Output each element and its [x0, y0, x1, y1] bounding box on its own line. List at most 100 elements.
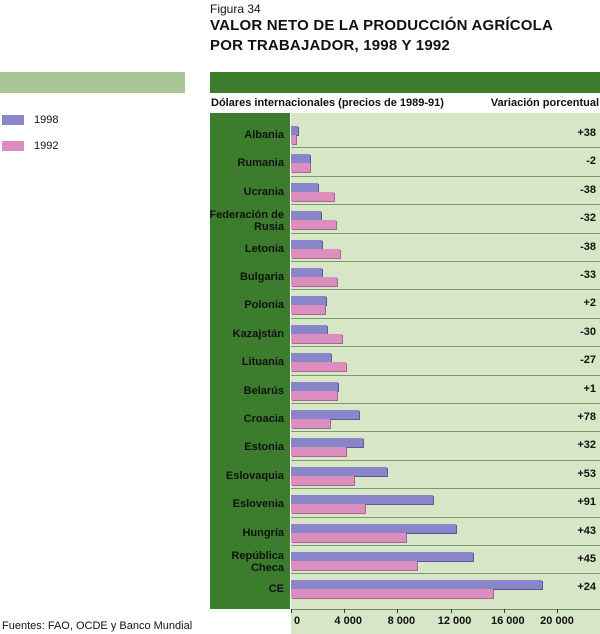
change-column-header: Variación porcentual — [490, 97, 599, 109]
row-separator — [291, 147, 600, 149]
category-label-croacia: Croacia — [243, 413, 284, 425]
legend-text-1992: 1992 — [34, 140, 59, 152]
row-separator — [291, 431, 600, 433]
chart-header-band — [210, 72, 600, 93]
bar-1998-polonia — [291, 296, 326, 306]
x-tick-label: 12 000 — [437, 615, 472, 627]
row-separator — [291, 317, 600, 319]
category-label-eslovenia: Eslovenia — [232, 498, 284, 511]
category-label-estonia: Estonia — [244, 441, 284, 454]
bar-1998-estonia — [291, 438, 364, 448]
category-label-federacion-de-rusia: Federación de Rusia — [209, 209, 284, 234]
plot-area: +38 -2 -38 -32 -38 -33 +2 -30 -27 +1 +78 +32 +53 +91 +… — [291, 113, 600, 609]
change-value-rumania: -2 — [586, 155, 596, 168]
change-value-eslovaquia: +53 — [577, 467, 596, 480]
bar-1992-hungria — [291, 532, 407, 542]
legend-text-1998: 1998 — [34, 114, 59, 126]
bar-1992-albania — [291, 135, 297, 144]
change-value-estonia: +32 — [577, 439, 596, 452]
category-label-bulgaria: Bulgaria — [239, 271, 284, 283]
row-separator — [291, 459, 600, 461]
legend-swatch-1992 — [2, 141, 24, 151]
change-value-republica-checa: +45 — [577, 553, 596, 565]
bar-1998-croacia — [291, 410, 359, 419]
bar-1992-ce — [291, 589, 494, 599]
category-label-letonia: Letonia — [244, 242, 284, 255]
change-value-ucrania: -38 — [580, 183, 596, 196]
change-value-croacia: +78 — [577, 411, 596, 423]
bar-1998-bulgaria — [291, 268, 322, 277]
bar-1998-hungria — [291, 523, 456, 533]
category-label-column: Albania Rumania Ucrania Federación de Rusia… — [209, 113, 290, 609]
bar-1998-eslovenia — [291, 495, 434, 505]
bar-1998-federacion-de-rusia — [291, 211, 321, 221]
figure-label: Figura 34 — [210, 2, 261, 16]
bar-1992-rumania — [291, 163, 311, 173]
legend-header-band — [0, 72, 185, 93]
bar-1992-polonia — [291, 305, 325, 315]
row-separator — [291, 346, 600, 348]
x-axis-unit-label: Dólares internacionales (precios de 1989… — [211, 97, 444, 109]
bar-1992-republica-checa — [291, 561, 417, 570]
row-separator — [291, 545, 600, 546]
category-label-kazajstan: Kazajstán — [232, 327, 284, 340]
bar-1998-belarus — [291, 381, 338, 391]
legend-swatch-1998 — [2, 115, 24, 125]
change-value-belarus: +1 — [583, 382, 596, 395]
bar-1998-kazajstan — [291, 324, 327, 334]
source-note: Fuentes: FAO, OCDE y Banco Mundial — [2, 620, 193, 632]
change-value-lituania: -27 — [580, 354, 596, 367]
bar-1992-kazajstan — [291, 333, 342, 343]
bar-1992-federacion-de-rusia — [291, 220, 336, 230]
bar-1998-ucrania — [291, 182, 318, 192]
category-label-belarus: Belarús — [243, 384, 284, 397]
change-value-albania: +38 — [577, 127, 596, 139]
row-separator — [291, 261, 600, 262]
category-label-ucrania: Ucrania — [243, 185, 284, 198]
row-separator — [291, 516, 600, 518]
category-label-polonia: Polonia — [244, 299, 284, 312]
change-value-hungria: +43 — [577, 524, 596, 537]
bar-1998-lituania — [291, 353, 331, 363]
x-tick-label: 16 000 — [490, 615, 525, 627]
change-value-eslovenia: +91 — [577, 496, 596, 509]
category-label-hungria: Hungría — [242, 526, 284, 539]
row-separator — [291, 232, 600, 234]
x-tick-label: 4 000 — [334, 615, 362, 627]
bar-1998-rumania — [291, 154, 310, 164]
category-label-ce: CE — [268, 583, 284, 596]
x-tick — [344, 609, 346, 613]
x-tick — [450, 609, 452, 613]
x-axis-band — [291, 609, 600, 634]
x-tick — [291, 609, 292, 613]
bar-1998-republica-checa — [291, 552, 474, 561]
chart-title-line-1: VALOR NETO DE LA PRODUCCIÓN AGRÍCOLA — [210, 17, 554, 34]
bar-1998-eslovaquia — [291, 466, 387, 476]
x-tick — [557, 609, 558, 613]
bar-1992-lituania — [291, 362, 347, 372]
change-value-ce: +24 — [577, 581, 596, 594]
row-separator — [291, 289, 600, 291]
bar-1998-ce — [291, 580, 542, 590]
category-label-rumania: Rumania — [237, 157, 284, 170]
row-separator — [291, 204, 600, 206]
bar-1992-belarus — [291, 390, 337, 400]
x-tick — [397, 609, 399, 613]
row-separator — [291, 175, 600, 177]
change-value-bulgaria: -33 — [580, 269, 596, 281]
bar-1992-letonia — [291, 248, 341, 258]
row-separator — [291, 403, 600, 404]
x-tick-label: 20 000 — [540, 615, 574, 627]
change-value-kazajstan: -30 — [580, 325, 596, 338]
category-label-albania: Albania — [244, 129, 284, 141]
chart-title: VALOR NETO DE LA PRODUCCIÓN AGRÍCOLA POR… — [210, 16, 553, 56]
row-separator — [291, 488, 600, 490]
row-separator — [291, 374, 600, 376]
bar-1992-eslovenia — [291, 504, 366, 514]
change-value-letonia: -38 — [580, 240, 596, 253]
x-tick — [503, 609, 505, 613]
x-tick-label: 8 000 — [387, 615, 416, 627]
category-label-eslovaquia: Eslovaquia — [225, 469, 284, 482]
chart-title-line-2: POR TRABAJADOR, 1998 Y 1992 — [210, 37, 450, 54]
change-value-polonia: +2 — [583, 297, 596, 310]
